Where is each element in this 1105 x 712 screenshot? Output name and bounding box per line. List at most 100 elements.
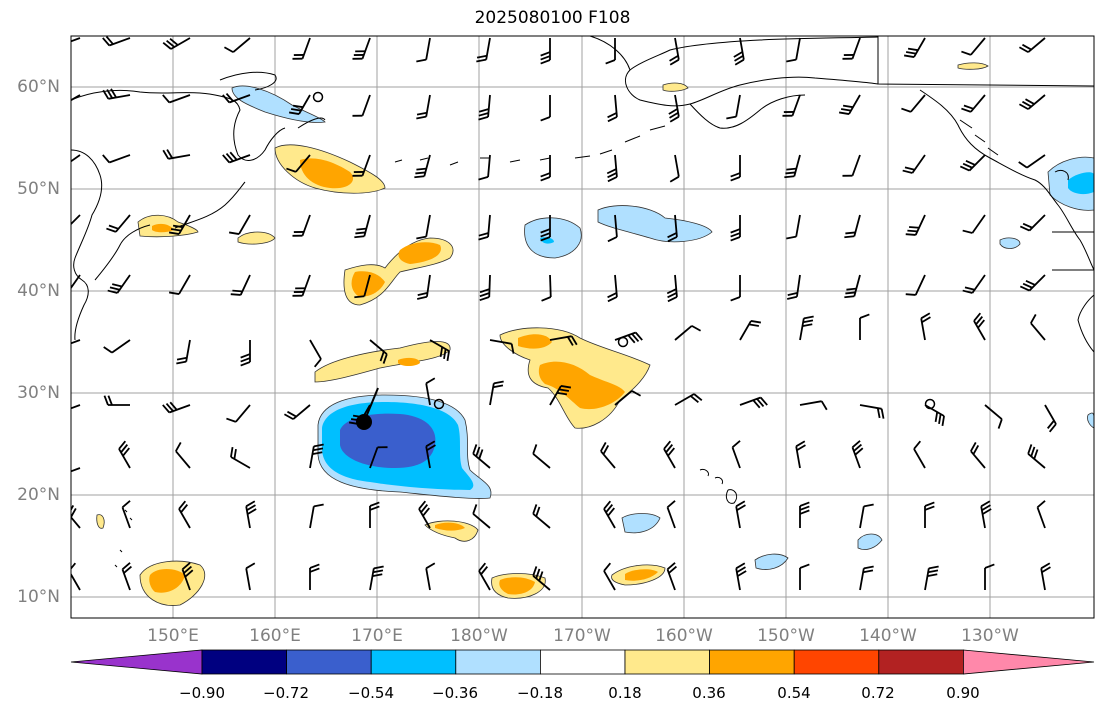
wind-barb	[121, 562, 132, 591]
wind-barb	[476, 37, 491, 63]
lon-label-170w: 170°W	[553, 626, 611, 646]
wind-barb	[607, 214, 618, 243]
wind-barb	[901, 94, 926, 113]
wind-barb	[924, 501, 935, 528]
wind-barb	[666, 500, 676, 529]
wind-barb	[607, 94, 618, 123]
wind-barb	[416, 274, 431, 300]
wind-barb	[479, 274, 491, 302]
wind-barb	[71, 214, 81, 226]
wind-barb	[838, 94, 861, 115]
wind-barb	[795, 440, 806, 469]
wind-barb	[118, 440, 131, 469]
wind-barb	[540, 155, 551, 182]
wind-barb	[735, 562, 747, 591]
lat-label-10n: 10°N	[17, 587, 60, 607]
colorbar-segment	[201, 649, 287, 675]
colorbar-segment	[709, 649, 795, 675]
colorbar-label: −0.90	[179, 684, 225, 702]
wind-barb	[859, 313, 870, 340]
wind-barb	[478, 154, 491, 181]
wind-barb	[859, 404, 885, 419]
colorbar	[70, 649, 1095, 675]
wind-barb	[540, 95, 551, 122]
wind-barb	[842, 37, 861, 60]
wind-barb	[71, 94, 81, 102]
wind-barb	[913, 440, 926, 469]
lon-label-170e: 170°E	[351, 626, 403, 646]
wind-barb	[107, 274, 131, 294]
lat-label-60n: 60°N	[17, 77, 60, 97]
wind-barb	[540, 215, 551, 242]
wind-barb	[71, 339, 81, 345]
wind-barb	[162, 94, 191, 104]
wind-barb	[416, 94, 431, 120]
wind-barb	[786, 214, 801, 240]
wind-barb	[980, 500, 992, 529]
wind-barb	[851, 440, 864, 469]
wind-barb	[739, 320, 762, 341]
wind-barb	[240, 340, 251, 367]
wind-barb	[106, 214, 131, 233]
colorbar-label: −0.54	[348, 684, 394, 702]
wind-barb	[103, 339, 131, 354]
lon-label-130w: 130°W	[961, 626, 1019, 646]
wind-barb	[786, 37, 801, 63]
wind-barb	[674, 325, 702, 341]
wind-barb	[309, 339, 322, 368]
wind-barb	[181, 562, 194, 591]
wind-barb	[71, 154, 81, 163]
wind-barb	[71, 274, 81, 290]
wind-barb	[984, 404, 1003, 429]
wind-barb	[606, 154, 618, 183]
wind-barb	[614, 390, 642, 406]
wind-barb	[176, 339, 191, 365]
wind-barb	[605, 38, 616, 65]
wind-barb	[429, 339, 450, 362]
wind-barb	[369, 501, 380, 528]
colorbar-label: −0.72	[263, 684, 309, 702]
colorbar-segment	[286, 649, 372, 675]
wind-barb	[730, 155, 741, 182]
wind-barb	[472, 504, 491, 529]
wind-barb	[71, 502, 81, 529]
wind-barb	[369, 339, 388, 364]
wind-barb	[425, 562, 436, 591]
wind-barb	[71, 467, 81, 473]
wind-barb	[842, 154, 861, 177]
wind-barb	[102, 88, 131, 100]
wind-barb	[162, 401, 191, 414]
wind-barb	[425, 377, 436, 406]
wind-barb	[961, 94, 986, 113]
wind-barb	[286, 154, 311, 173]
wind-barb	[541, 274, 552, 302]
wind-barb	[782, 94, 801, 117]
lat-label-20n: 20°N	[17, 485, 60, 505]
wind-barb	[786, 274, 801, 300]
wind-barb	[288, 94, 311, 115]
wind-barb	[1018, 94, 1046, 110]
lat-label-40n: 40°N	[17, 281, 60, 301]
wind-barb	[352, 154, 371, 177]
colorbar-segment	[624, 649, 710, 675]
colorbar-label: 0.18	[608, 684, 642, 702]
colorbar-label: 0.90	[946, 684, 980, 702]
wind-barb	[663, 440, 676, 469]
wind-barb	[607, 274, 618, 303]
colorbar-arrow-right	[963, 649, 1095, 675]
colorbar-segment	[878, 649, 964, 675]
wind-barb	[532, 504, 551, 529]
wind-barb	[799, 501, 810, 528]
wind-barb	[962, 274, 986, 294]
track-marker	[312, 91, 324, 103]
wind-barb	[178, 500, 191, 529]
wind-barb	[844, 214, 861, 239]
wind-barb	[71, 404, 81, 410]
wind-barb	[669, 154, 680, 183]
wind-barb	[1019, 274, 1046, 292]
wind-barb	[667, 214, 678, 243]
colorbar-arrow-left	[70, 649, 203, 675]
wind-barb	[292, 214, 311, 237]
colorbar-segment	[370, 649, 457, 675]
wind-barb	[354, 214, 371, 239]
